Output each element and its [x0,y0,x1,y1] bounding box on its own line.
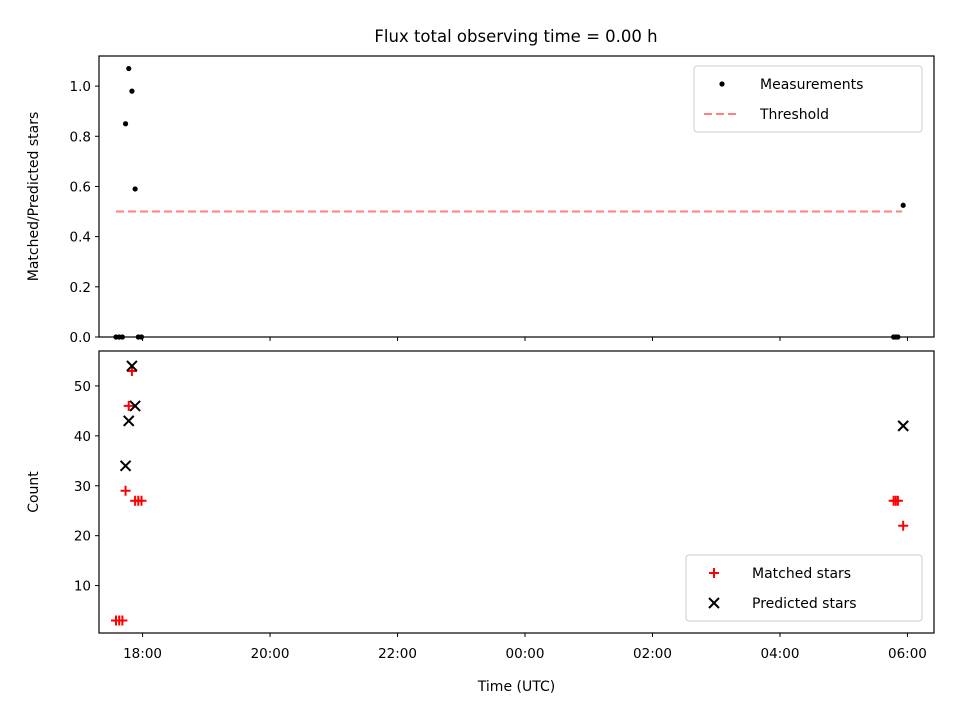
legend-label: Matched stars [752,566,851,582]
legend-swatch [719,81,725,87]
y-tick-label: 0.2 [70,280,91,296]
x-tick-label: 18:00 [123,646,162,662]
axes-frame [98,55,935,338]
x-axis-label: Time (UTC) [477,679,555,695]
chart-title: Flux total observing time = 0.00 h [374,27,657,46]
matched-star-point [120,485,131,496]
x-tick-label: 06:00 [888,646,927,662]
legend: Measurements Threshold [693,65,923,133]
legend-swatch [709,568,719,578]
legend-label: Measurements [760,77,863,93]
x-tick-label: 04:00 [761,646,800,662]
legend-box [685,554,923,622]
y-tick-label: 1.0 [70,79,91,95]
measurement-point [126,65,132,72]
count-panel: 10 20 30 40 50 18:00 20:00 22:00 00:00 02:00 04:00… [26,350,935,695]
matched-star-point [126,365,137,376]
y-tick-label: 0.4 [70,230,91,246]
measurement-point [900,202,906,208]
matched-star-point [123,400,134,411]
y-tick-label: 10 [74,579,91,595]
matched-star-point [117,615,128,626]
measurement-point [132,186,138,192]
measurement-point [129,88,135,94]
ratio-panel: 0.0 0.2 0.4 0.6 0.8 1.0 Matched/Predicted star… [26,55,935,346]
y-tick-label: 40 [74,429,91,445]
x-tick-label: 20:00 [251,646,290,662]
y-tick-label: 0.8 [70,129,91,145]
predicted-star-point [119,460,132,472]
predicted-star-point [123,415,135,427]
y-tick-label: 0.6 [70,179,91,195]
measurement-point [122,121,129,127]
legend-label: Predicted stars [752,596,857,612]
matched-star-point [892,495,903,506]
x-tick-label: 00:00 [506,646,545,662]
predicted-star-point [129,400,141,412]
predicted-star-point [126,360,138,372]
y-axis-label: Count [26,471,42,513]
predicted-star-point [897,420,909,432]
matched-star-point [898,520,909,531]
x-tick-label: 02:00 [633,646,672,662]
y-axis-label: Matched/Predicted stars [26,112,42,282]
y-tick-label: 30 [74,479,91,495]
legend-box [693,65,923,133]
axes-frame [98,350,935,634]
x-tick-label: 22:00 [378,646,417,662]
y-tick-label: 50 [74,379,91,395]
legend-label: Threshold [759,107,829,123]
legend: Matched stars Predicted stars [685,554,923,622]
y-tick-label: 0.0 [70,330,91,346]
y-tick-label: 20 [74,529,91,545]
legend-swatch [708,597,720,609]
matched-star-point [136,495,147,506]
